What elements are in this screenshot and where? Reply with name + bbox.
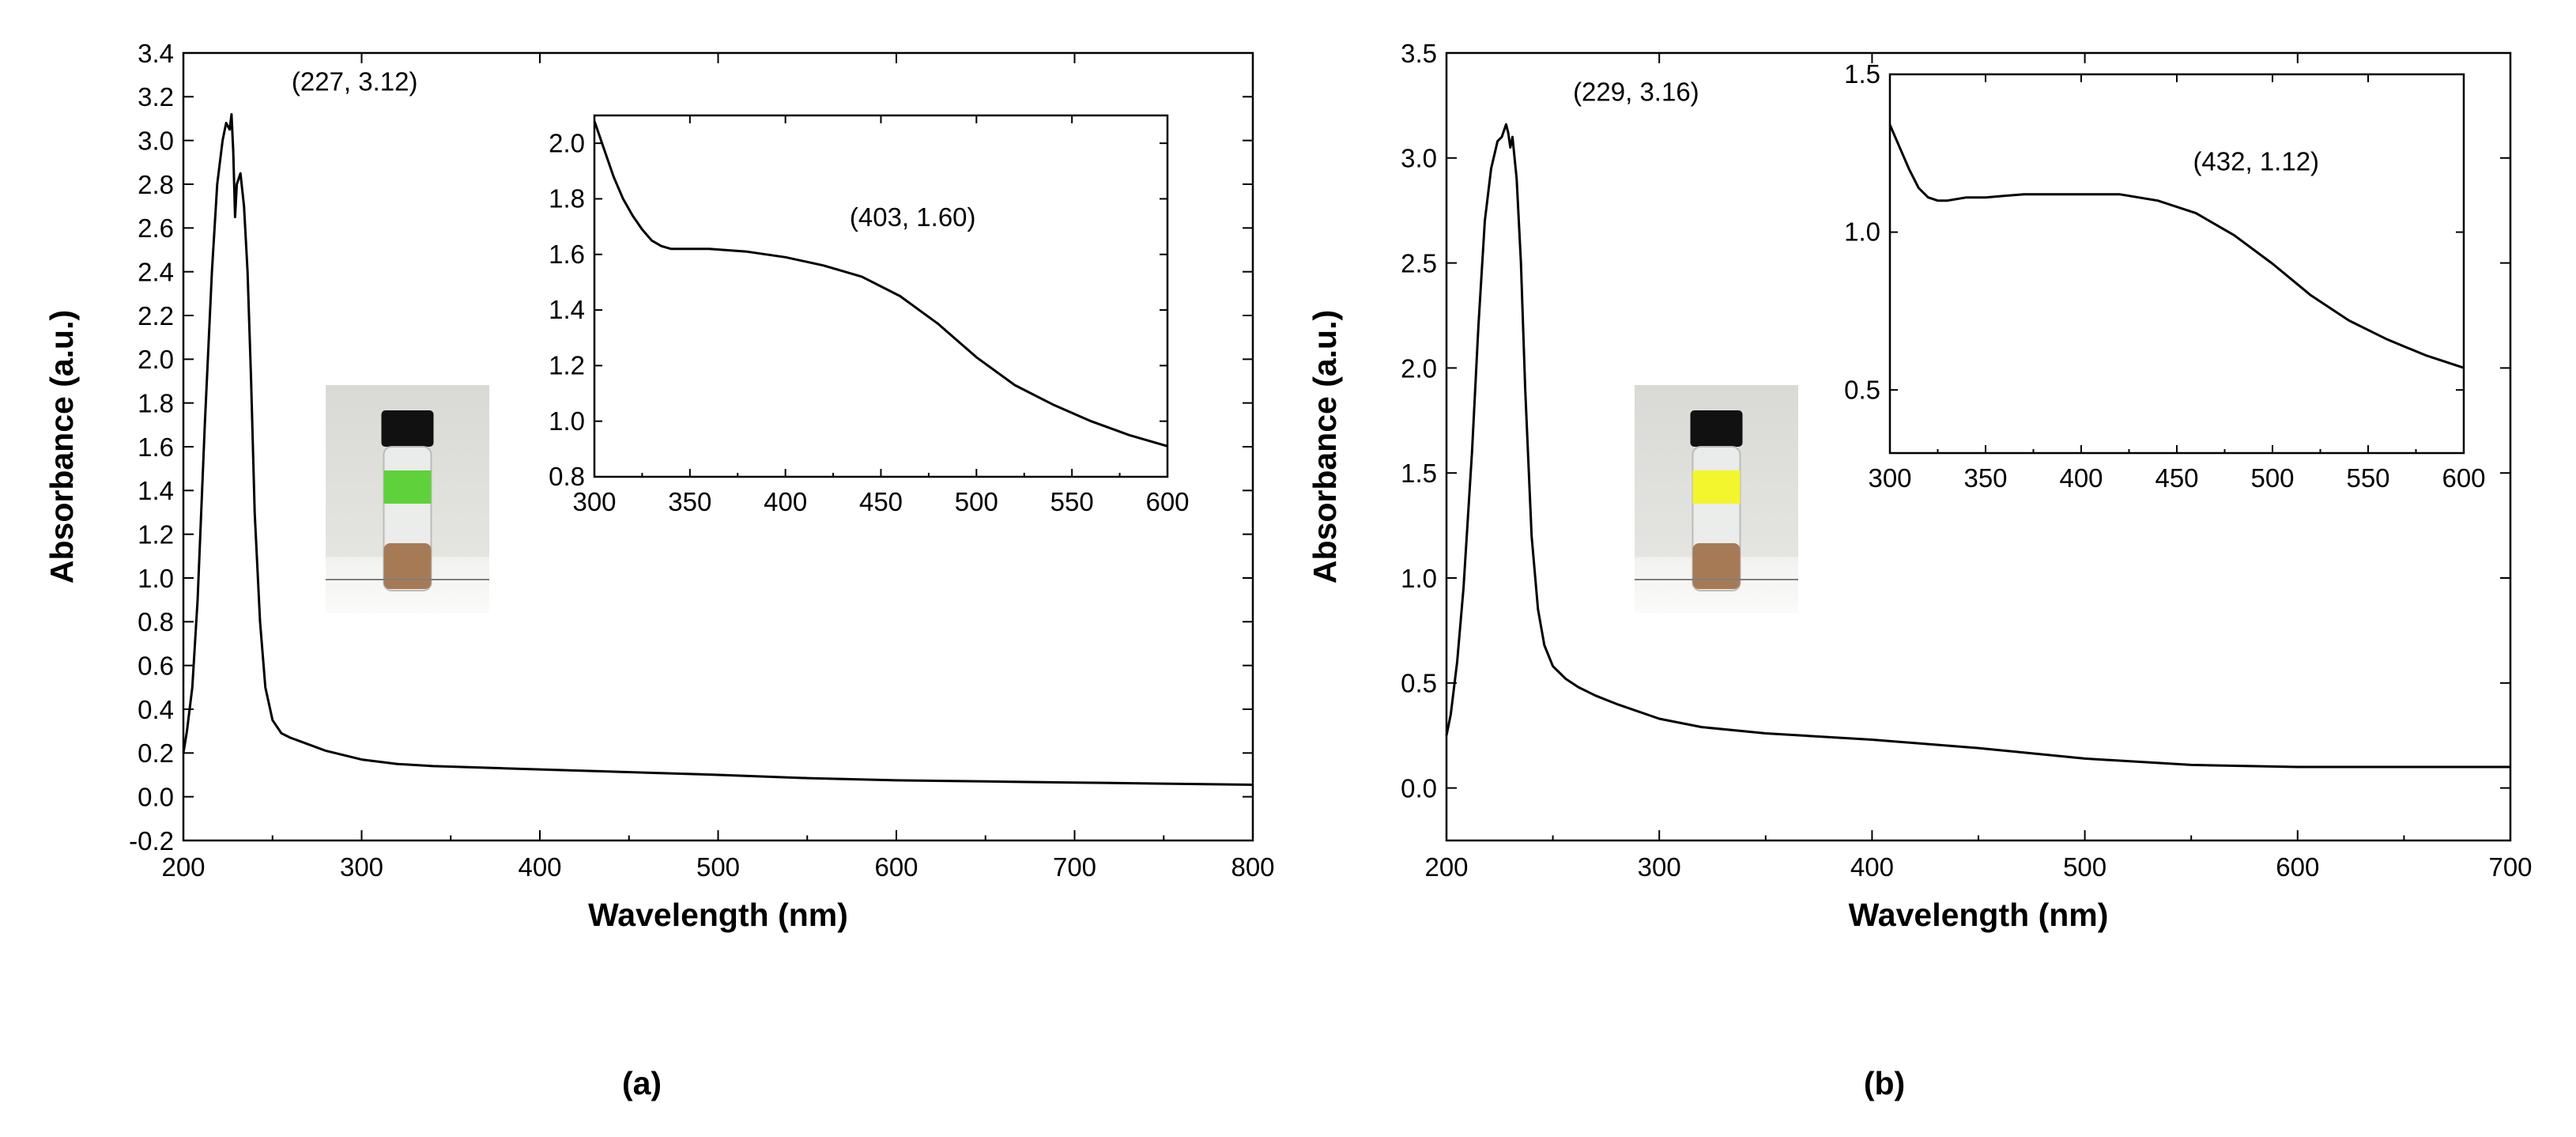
inset-series-line xyxy=(593,120,1168,448)
y-tick-label: 0.0 xyxy=(1401,773,1437,803)
x-tick-label: 400 xyxy=(1850,852,1894,882)
y-tick-label: 2.2 xyxy=(138,301,174,331)
inset-plot-frame xyxy=(1888,73,2465,455)
vial-liquid xyxy=(1692,543,1741,589)
y-axis-title: Absorbance (a.u.) xyxy=(43,310,80,584)
x-tick-label: 500 xyxy=(696,852,740,882)
inset-x-tick-label: 500 xyxy=(2250,463,2294,493)
y-tick-label: 1.2 xyxy=(138,520,174,550)
inset-x-tick-label: 300 xyxy=(572,487,616,516)
y-tick-label: 2.5 xyxy=(1401,248,1437,278)
inset-y-tick-label: 1.0 xyxy=(549,406,585,436)
y-tick-label: 2.8 xyxy=(138,170,174,199)
x-tick-label: 200 xyxy=(161,852,205,882)
inset-y-tick-label: 1.8 xyxy=(549,184,585,213)
inset-y-tick-label: 2.0 xyxy=(549,128,585,157)
inset-x-tick-label: 550 xyxy=(1050,487,1094,516)
vial-photo xyxy=(1635,385,1798,613)
inset-y-tick-label: 0.5 xyxy=(1844,375,1880,404)
inset-annotation: (403, 1.60) xyxy=(850,202,976,232)
x-tick-label: 700 xyxy=(1053,852,1096,882)
inset-x-tick-label: 450 xyxy=(2155,463,2198,493)
vial-liquid xyxy=(383,543,432,589)
inset-y-tick-label: 1.2 xyxy=(549,351,585,380)
x-tick-label: 400 xyxy=(518,852,561,882)
inset-annotation: (432, 1.12) xyxy=(2193,147,2319,176)
x-tick-label: 300 xyxy=(340,852,383,882)
inset-x-tick-label: 350 xyxy=(1963,463,2007,493)
x-tick-label: 200 xyxy=(1424,852,1468,882)
y-tick-label: 1.5 xyxy=(1401,459,1437,488)
inset-y-tick-label: 1.5 xyxy=(1844,59,1880,89)
series-line xyxy=(1445,123,2510,769)
x-tick-label: 500 xyxy=(2063,852,2106,882)
peak-annotation: (229, 3.16) xyxy=(1573,77,1699,106)
vial-cap xyxy=(1690,410,1743,447)
panel-label: (b) xyxy=(1864,1065,1905,1101)
vial-cap xyxy=(381,410,434,447)
x-axis-title: Wavelength (nm) xyxy=(1849,897,2109,933)
y-tick-label: 0.0 xyxy=(138,783,174,812)
y-tick-label: 2.0 xyxy=(138,345,174,374)
inset-chart: 300 350 400 450 500 550 600 0.5 1.0 1.5 (432, 1.12… xyxy=(1844,59,2485,493)
panel-a: 200 300 400 500 600 700 800 -0.2 0.0 0.2 0.4 0.6 0.8… xyxy=(43,39,1275,1101)
y-tick-label: 2.6 xyxy=(138,213,174,243)
y-tick-label: 1.0 xyxy=(1401,564,1437,593)
y-tick-label: 1.0 xyxy=(138,564,174,593)
x-tick-label: 800 xyxy=(1231,852,1274,882)
vial-label xyxy=(383,470,432,504)
y-tick-label: 3.2 xyxy=(138,82,174,111)
x-tick-label: 600 xyxy=(2276,852,2319,882)
y-tick-label: 3.0 xyxy=(1401,144,1437,173)
y-tick-label: 3.5 xyxy=(1401,39,1437,68)
y-tick-label: 0.6 xyxy=(138,652,174,681)
inset-series-line xyxy=(1888,124,2465,369)
y-tick-label: 2.0 xyxy=(1401,353,1437,383)
y-tick-label: 0.8 xyxy=(138,607,174,636)
inset-chart: 300 350 400 450 500 550 600 0.8 1.0 1.2 1.4 1.6 1.8 2… xyxy=(549,114,1190,516)
x-axis-title: Wavelength (nm) xyxy=(588,897,848,933)
inset-y-tick-label: 1.4 xyxy=(549,295,585,324)
y-tick-label: 1.8 xyxy=(138,389,174,418)
panel-b: 200 300 400 500 600 700 0.0 0.5 1.0 1.5 2.0 2.5 3.0 3… xyxy=(1307,39,2533,1101)
y-axis-title: Absorbance (a.u.) xyxy=(1307,310,1343,584)
inset-x-tick-label: 600 xyxy=(1145,487,1189,516)
inset-x-tick-label: 600 xyxy=(2442,463,2485,493)
x-tick-label: 300 xyxy=(1638,852,1681,882)
inset-x-tick-label: 550 xyxy=(2346,463,2389,493)
inset-x-tick-label: 400 xyxy=(2059,463,2103,493)
y-tick-label: 3.0 xyxy=(138,127,174,156)
inset-plot-frame xyxy=(593,114,1169,478)
y-tick-label: 2.4 xyxy=(138,258,174,287)
y-tick-label: 0.5 xyxy=(1401,669,1437,698)
inset-y-tick-label: 1.6 xyxy=(549,240,585,269)
y-tick-label: 1.4 xyxy=(138,476,174,505)
inset-x-tick-label: 400 xyxy=(764,487,807,516)
inset-x-tick-label: 300 xyxy=(1868,463,1911,493)
panel-label: (a) xyxy=(622,1065,662,1101)
x-tick-label: 700 xyxy=(2488,852,2532,882)
peak-annotation: (227, 3.12) xyxy=(292,66,418,96)
y-tick-label: 0.4 xyxy=(138,695,174,724)
inset-y-tick-label: 1.0 xyxy=(1844,217,1880,247)
y-tick-label: 1.6 xyxy=(138,433,174,462)
y-tick-label: 3.4 xyxy=(138,39,174,68)
inset-y-tick-label: 0.8 xyxy=(549,462,585,491)
inset-x-tick-label: 500 xyxy=(955,487,998,516)
vial-photo xyxy=(326,385,489,613)
y-tick-label: -0.2 xyxy=(129,826,174,856)
x-tick-label: 600 xyxy=(874,852,918,882)
y-tick-label: 0.2 xyxy=(138,738,174,768)
inset-x-tick-label: 350 xyxy=(668,487,711,516)
vial-label xyxy=(1692,470,1741,504)
series-line xyxy=(182,113,1254,786)
inset-x-tick-label: 450 xyxy=(859,487,903,516)
